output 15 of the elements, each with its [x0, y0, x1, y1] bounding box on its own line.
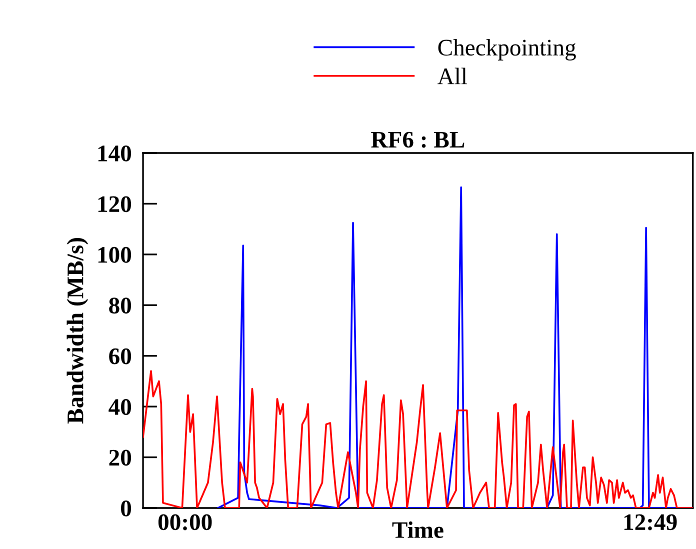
y-tick-label: 100 [98, 246, 132, 263]
y-tick-label: 120 [98, 196, 132, 212]
x-tick-label: 12:49 [624, 514, 677, 530]
y-tick-label: 40 [108, 399, 132, 415]
legend-label: All [438, 68, 468, 84]
y-tick-label: 0 [121, 500, 132, 516]
y-axis-title: Bandwidth (MB/s) [66, 238, 88, 424]
y-tick-label: 60 [109, 348, 132, 364]
legend-label: Checkpointing [438, 39, 576, 61]
y-tick-label: 80 [109, 298, 132, 314]
x-tick-label: 00:00 [158, 514, 212, 530]
x-axis-title: Time [392, 521, 444, 538]
y-tick-label: 20 [109, 450, 132, 466]
chart-title: RF6 : BL [371, 132, 464, 148]
y-tick-label: 140 [98, 145, 132, 162]
